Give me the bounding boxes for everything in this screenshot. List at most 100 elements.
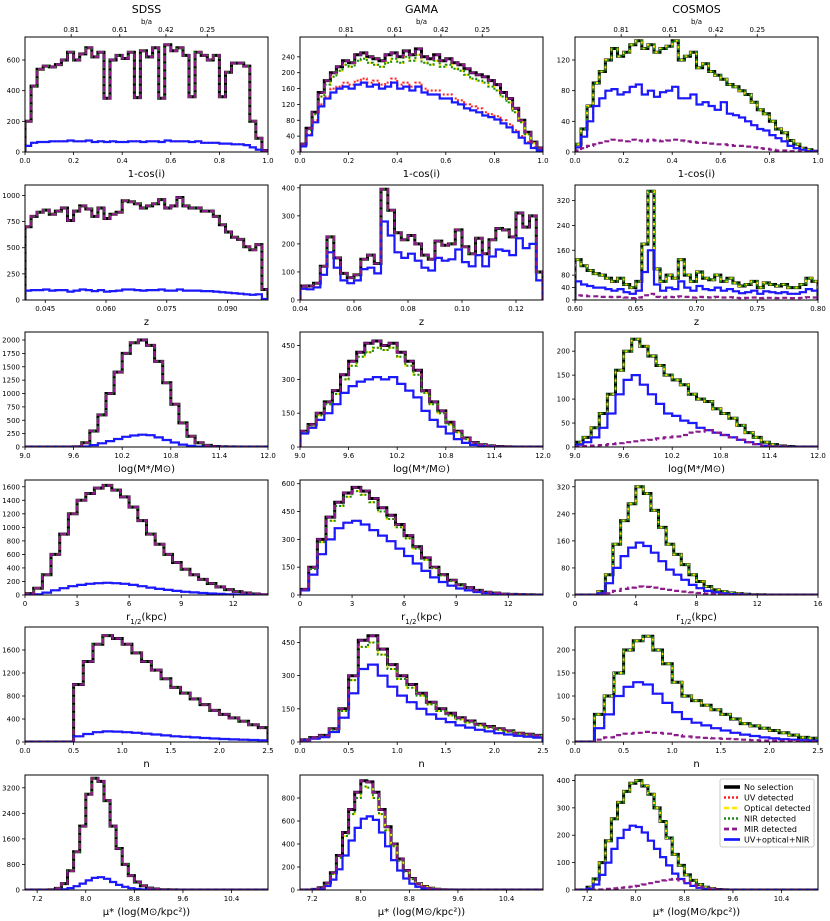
series-no-selection [300, 634, 543, 742]
x-tick-label: 0.0 [19, 157, 30, 165]
y-tick-label: 750 [7, 403, 20, 411]
y-tick-label: 40 [561, 118, 570, 126]
y-tick-label: 300 [282, 212, 295, 220]
top-tick-label: 0.61 [387, 26, 403, 34]
x-tick-label: 1.5 [440, 747, 451, 755]
series-mir-detected [25, 43, 268, 152]
x-tick-label: 0.75 [749, 305, 765, 313]
legend-label: NIR detected [744, 814, 796, 823]
x-tick-label: 0.70 [689, 305, 705, 313]
y-tick-label: 0 [566, 739, 570, 747]
series-nir-detected [300, 53, 543, 152]
axes-frame [574, 626, 819, 743]
series-mir-detected [300, 188, 543, 300]
series-mir-detected [300, 339, 543, 447]
series-optical-detected [25, 634, 268, 742]
y-tick-label: 800 [7, 861, 20, 869]
x-tick-label: 3 [75, 600, 79, 608]
series-mir-detected [25, 634, 268, 742]
series-nir-detected [25, 484, 268, 595]
y-tick-label: 400 [282, 184, 295, 192]
x-tick-label: 0.5 [618, 747, 629, 755]
x-tick-label: 8.0 [80, 895, 91, 903]
y-tick-label: 150 [282, 705, 295, 713]
x-axis-label: r1/2(kpc) [401, 612, 442, 626]
x-tick-label: 2.5 [537, 747, 548, 755]
y-tick-label: 80 [561, 564, 570, 572]
x-tick-label: 9.6 [177, 895, 189, 903]
panel-r3-c0: 0 3 6 9 12 0 200 400 600 800 1000 1200 1400 1600 r1/2(… [2, 479, 269, 626]
x-tick-label: 0.12 [508, 305, 524, 313]
series-nir-detected [575, 779, 818, 890]
x-tick-label: 2.0 [214, 747, 225, 755]
x-tick-label: 6 [402, 600, 407, 608]
y-tick-label: 0 [566, 887, 570, 895]
axes-frame [24, 331, 269, 448]
series-uv-detected [575, 374, 818, 447]
y-tick-label: 50 [561, 420, 570, 428]
x-tick-label: 10.2 [389, 452, 405, 460]
y-tick-label: 40 [286, 133, 295, 141]
series-mir-detected [25, 338, 268, 447]
panel-r2-c2: 9.0 9.6 10.2 10.8 11.4 12.0 0 50 100 150 200 log(M*… [557, 331, 826, 475]
x-tick-label: 9.0 [569, 452, 580, 460]
axes-frame [299, 36, 544, 153]
y-tick-label: 150 [557, 372, 570, 380]
top-tick-label: 0.81 [63, 26, 79, 34]
series-mir-detected [575, 138, 818, 152]
series-no-selection [300, 485, 543, 595]
series-uv-optical-nir [25, 139, 268, 152]
series-mir-detected [300, 634, 543, 742]
series-optical-detected [25, 196, 268, 300]
x-tick-label: 7.2 [582, 895, 593, 903]
series-nir-detected [300, 490, 543, 595]
axes-frame [24, 626, 269, 743]
x-tick-label: 0.06 [346, 305, 362, 313]
series-nir-detected [25, 777, 268, 890]
x-tick-label: 0.80 [810, 305, 826, 313]
y-tick-label: 300 [282, 536, 295, 544]
x-tick-label: 0.8 [489, 157, 500, 165]
x-axis-label: n [693, 759, 699, 770]
series-uv-optical-nir [300, 81, 543, 152]
y-tick-label: 400 [7, 716, 20, 724]
panel-r1-c1: 0.04 0.06 0.08 0.10 0.12 0 100 200 300 400 z [282, 184, 544, 328]
x-axis-label: 1-cos(i) [678, 169, 715, 180]
y-tick-label: 400 [557, 777, 570, 785]
series-mir-detected [300, 486, 543, 595]
x-axis-label: z [694, 317, 699, 328]
y-tick-label: 160 [282, 85, 295, 93]
x-axis-label: r1/2(kpc) [126, 612, 167, 626]
y-tick-label: 1750 [2, 350, 20, 358]
series-nir-detected [25, 196, 268, 300]
column-title-cosmos: COSMOS [672, 3, 720, 16]
panel-r1-c0: 0.045 0.060 0.075 0.090 0 250 500 750 1000 z [2, 184, 269, 328]
series-nir-detected [575, 39, 818, 152]
series-optical-detected [25, 484, 268, 595]
legend-label: MIR detected [744, 825, 797, 834]
x-tick-label: 3 [350, 600, 354, 608]
x-axis-label: n [418, 759, 424, 770]
series-mir-detected [300, 779, 543, 890]
top-tick-label: 0.42 [158, 26, 174, 34]
series-no-selection [25, 776, 268, 890]
x-tick-label: 8.8 [404, 895, 415, 903]
x-tick-label: 8.8 [679, 895, 690, 903]
x-tick-label: 1.0 [392, 747, 403, 755]
panel-r5-c1: 7.2 8.0 8.8 9.6 10.4 0 200 400 600 800 μ* (log(M⊙/… [282, 774, 544, 918]
y-tick-label: 240 [282, 53, 295, 61]
x-tick-label: 12.0 [810, 452, 826, 460]
series-optical-detected [575, 635, 818, 742]
x-tick-label: 0.65 [628, 305, 644, 313]
top-axis-label: b/a [691, 18, 702, 26]
series-uv-detected [300, 77, 543, 152]
y-tick-label: 200 [557, 647, 570, 655]
y-tick-label: 80 [286, 117, 295, 125]
top-axis-label: b/a [141, 18, 152, 26]
series-mir-detected [25, 777, 268, 890]
y-tick-label: 2400 [2, 810, 20, 818]
axes-frame [574, 774, 819, 891]
series-uv-optical-nir [25, 876, 268, 890]
x-tick-label: 0.4 [117, 157, 129, 165]
x-axis-label: z [419, 317, 424, 328]
